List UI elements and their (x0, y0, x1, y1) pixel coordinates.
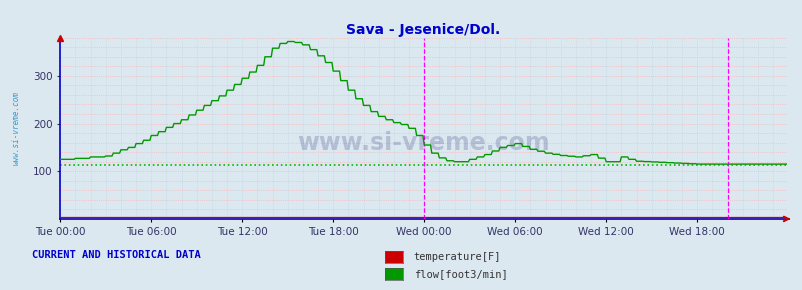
Text: temperature[F]: temperature[F] (413, 252, 500, 262)
Text: CURRENT AND HISTORICAL DATA: CURRENT AND HISTORICAL DATA (32, 250, 200, 260)
Text: www.si-vreme.com: www.si-vreme.com (297, 131, 549, 155)
Text: flow[foot3/min]: flow[foot3/min] (413, 269, 507, 279)
Title: Sava - Jesenice/Dol.: Sava - Jesenice/Dol. (346, 23, 500, 37)
Text: www.si-vreme.com: www.si-vreme.com (12, 91, 21, 165)
